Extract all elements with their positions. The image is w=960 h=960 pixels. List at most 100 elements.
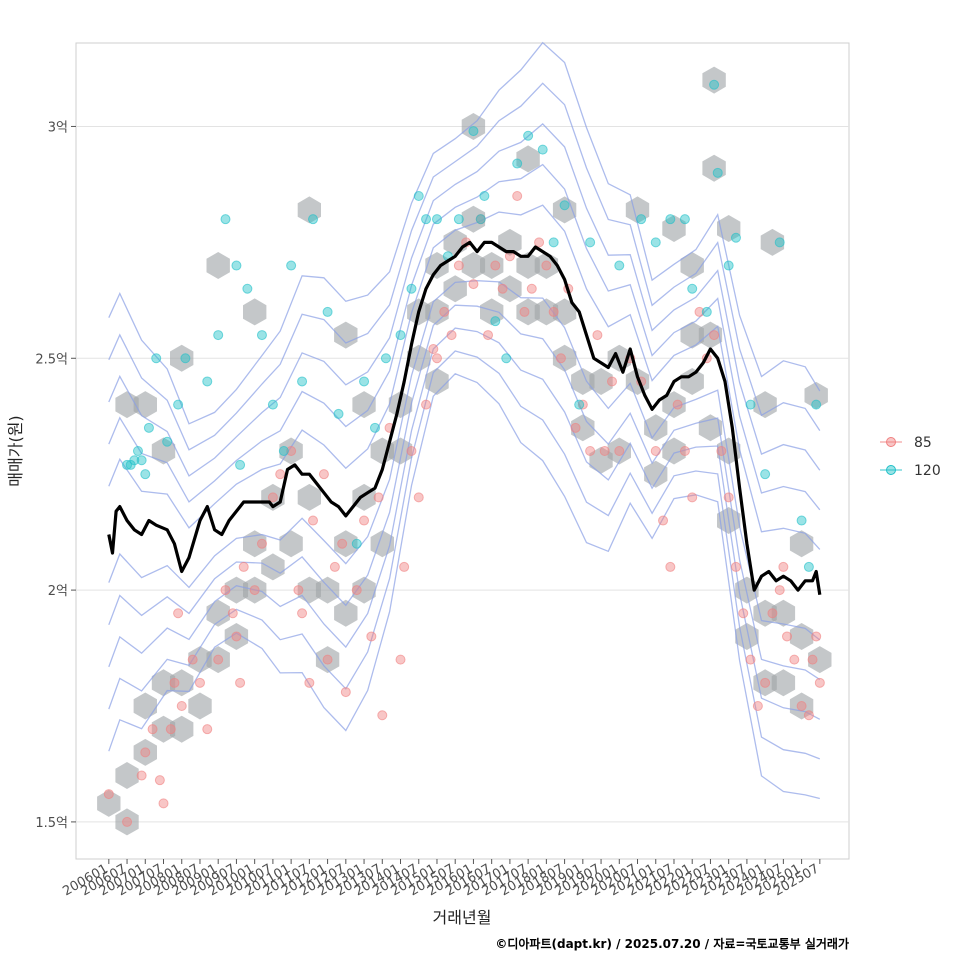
- y-tick-label: 2억: [48, 584, 68, 599]
- hexbin: [552, 344, 577, 372]
- point-85: [716, 446, 727, 456]
- point-120: [523, 130, 534, 141]
- point-85: [577, 399, 588, 410]
- point-85: [723, 492, 734, 503]
- hexbin: [607, 437, 631, 465]
- point-85: [308, 515, 319, 526]
- hexbin: [789, 530, 814, 558]
- point-120: [614, 260, 625, 271]
- point-120: [129, 455, 140, 466]
- hexbin: [151, 437, 176, 465]
- point-85: [745, 654, 756, 665]
- hexbin: [644, 460, 668, 488]
- contour-line: [108, 82, 821, 451]
- hexbin: [589, 368, 613, 395]
- point-85: [599, 446, 610, 456]
- hexbin: [334, 530, 358, 558]
- point-85: [267, 492, 278, 503]
- point-120: [351, 538, 362, 549]
- point-85: [413, 492, 424, 503]
- point-120: [665, 214, 676, 225]
- point-85: [672, 399, 683, 410]
- contour-line: [108, 123, 821, 477]
- point-120: [723, 260, 734, 271]
- density-contours: [108, 41, 821, 800]
- hexbin: [702, 154, 726, 182]
- point-120: [811, 399, 822, 410]
- hexbin: [279, 437, 303, 465]
- point-85: [789, 654, 800, 665]
- point-120: [475, 214, 486, 225]
- point-85: [122, 816, 133, 827]
- point-85: [202, 724, 213, 735]
- point-120: [267, 399, 278, 410]
- point-120: [730, 232, 741, 243]
- hexbin: [297, 483, 321, 511]
- point-120: [202, 376, 213, 387]
- point-120: [151, 353, 162, 364]
- contour-line: [108, 163, 821, 511]
- point-85: [286, 446, 297, 456]
- point-85: [570, 422, 581, 433]
- point-120: [308, 214, 319, 225]
- hexbin: [808, 646, 832, 674]
- point-120: [333, 408, 344, 419]
- point-85: [399, 561, 410, 572]
- hexbin: [224, 576, 249, 604]
- point-120: [136, 455, 147, 466]
- point-85: [526, 283, 537, 294]
- x-axis: 2006012006072007012007072008012008072009…: [60, 859, 822, 899]
- point-120: [468, 126, 479, 137]
- point-85: [293, 585, 304, 596]
- point-85: [238, 561, 249, 572]
- point-85: [778, 561, 789, 572]
- point-85: [406, 446, 417, 456]
- hexbin: [662, 215, 686, 242]
- point-85: [359, 515, 370, 526]
- hexbin: [516, 298, 540, 326]
- point-85: [147, 724, 158, 735]
- point-85: [249, 585, 260, 596]
- hexbin: [644, 414, 668, 442]
- hexbin: [804, 381, 828, 409]
- hexbin: [297, 196, 321, 224]
- contour-line: [108, 350, 821, 760]
- point-120: [574, 399, 585, 410]
- hexbin: [771, 669, 796, 697]
- hexbin: [717, 215, 741, 242]
- point-85: [169, 677, 180, 688]
- point-120: [687, 283, 698, 294]
- hexbin: [662, 437, 686, 465]
- point-85: [585, 446, 596, 456]
- hexbin: [133, 738, 157, 766]
- legend-label-85: 85: [914, 435, 932, 451]
- hexbin: [753, 391, 777, 419]
- hexbin: [425, 252, 449, 279]
- legend-key-85: [886, 437, 896, 447]
- point-85: [275, 469, 286, 480]
- point-85: [103, 789, 114, 800]
- hexbin: [735, 623, 759, 650]
- point-85: [220, 585, 231, 596]
- point-85: [687, 492, 698, 503]
- point-85: [614, 446, 625, 456]
- point-85: [453, 260, 464, 271]
- hexbin: [315, 646, 340, 674]
- hexbin: [771, 599, 796, 627]
- hexbin: [224, 623, 249, 650]
- point-85: [337, 538, 348, 549]
- point-120: [585, 237, 596, 248]
- point-120: [140, 469, 151, 480]
- point-120: [701, 306, 712, 317]
- point-120: [559, 200, 570, 211]
- y-axis-title: 매매가(원): [6, 415, 25, 486]
- point-85: [709, 330, 720, 341]
- point-85: [439, 306, 450, 317]
- point-85: [760, 677, 771, 688]
- hexbin: [480, 252, 504, 279]
- point-120: [256, 330, 267, 341]
- point-85: [322, 654, 333, 665]
- hexbin: [206, 646, 230, 674]
- point-85: [366, 631, 377, 642]
- point-85: [446, 330, 457, 341]
